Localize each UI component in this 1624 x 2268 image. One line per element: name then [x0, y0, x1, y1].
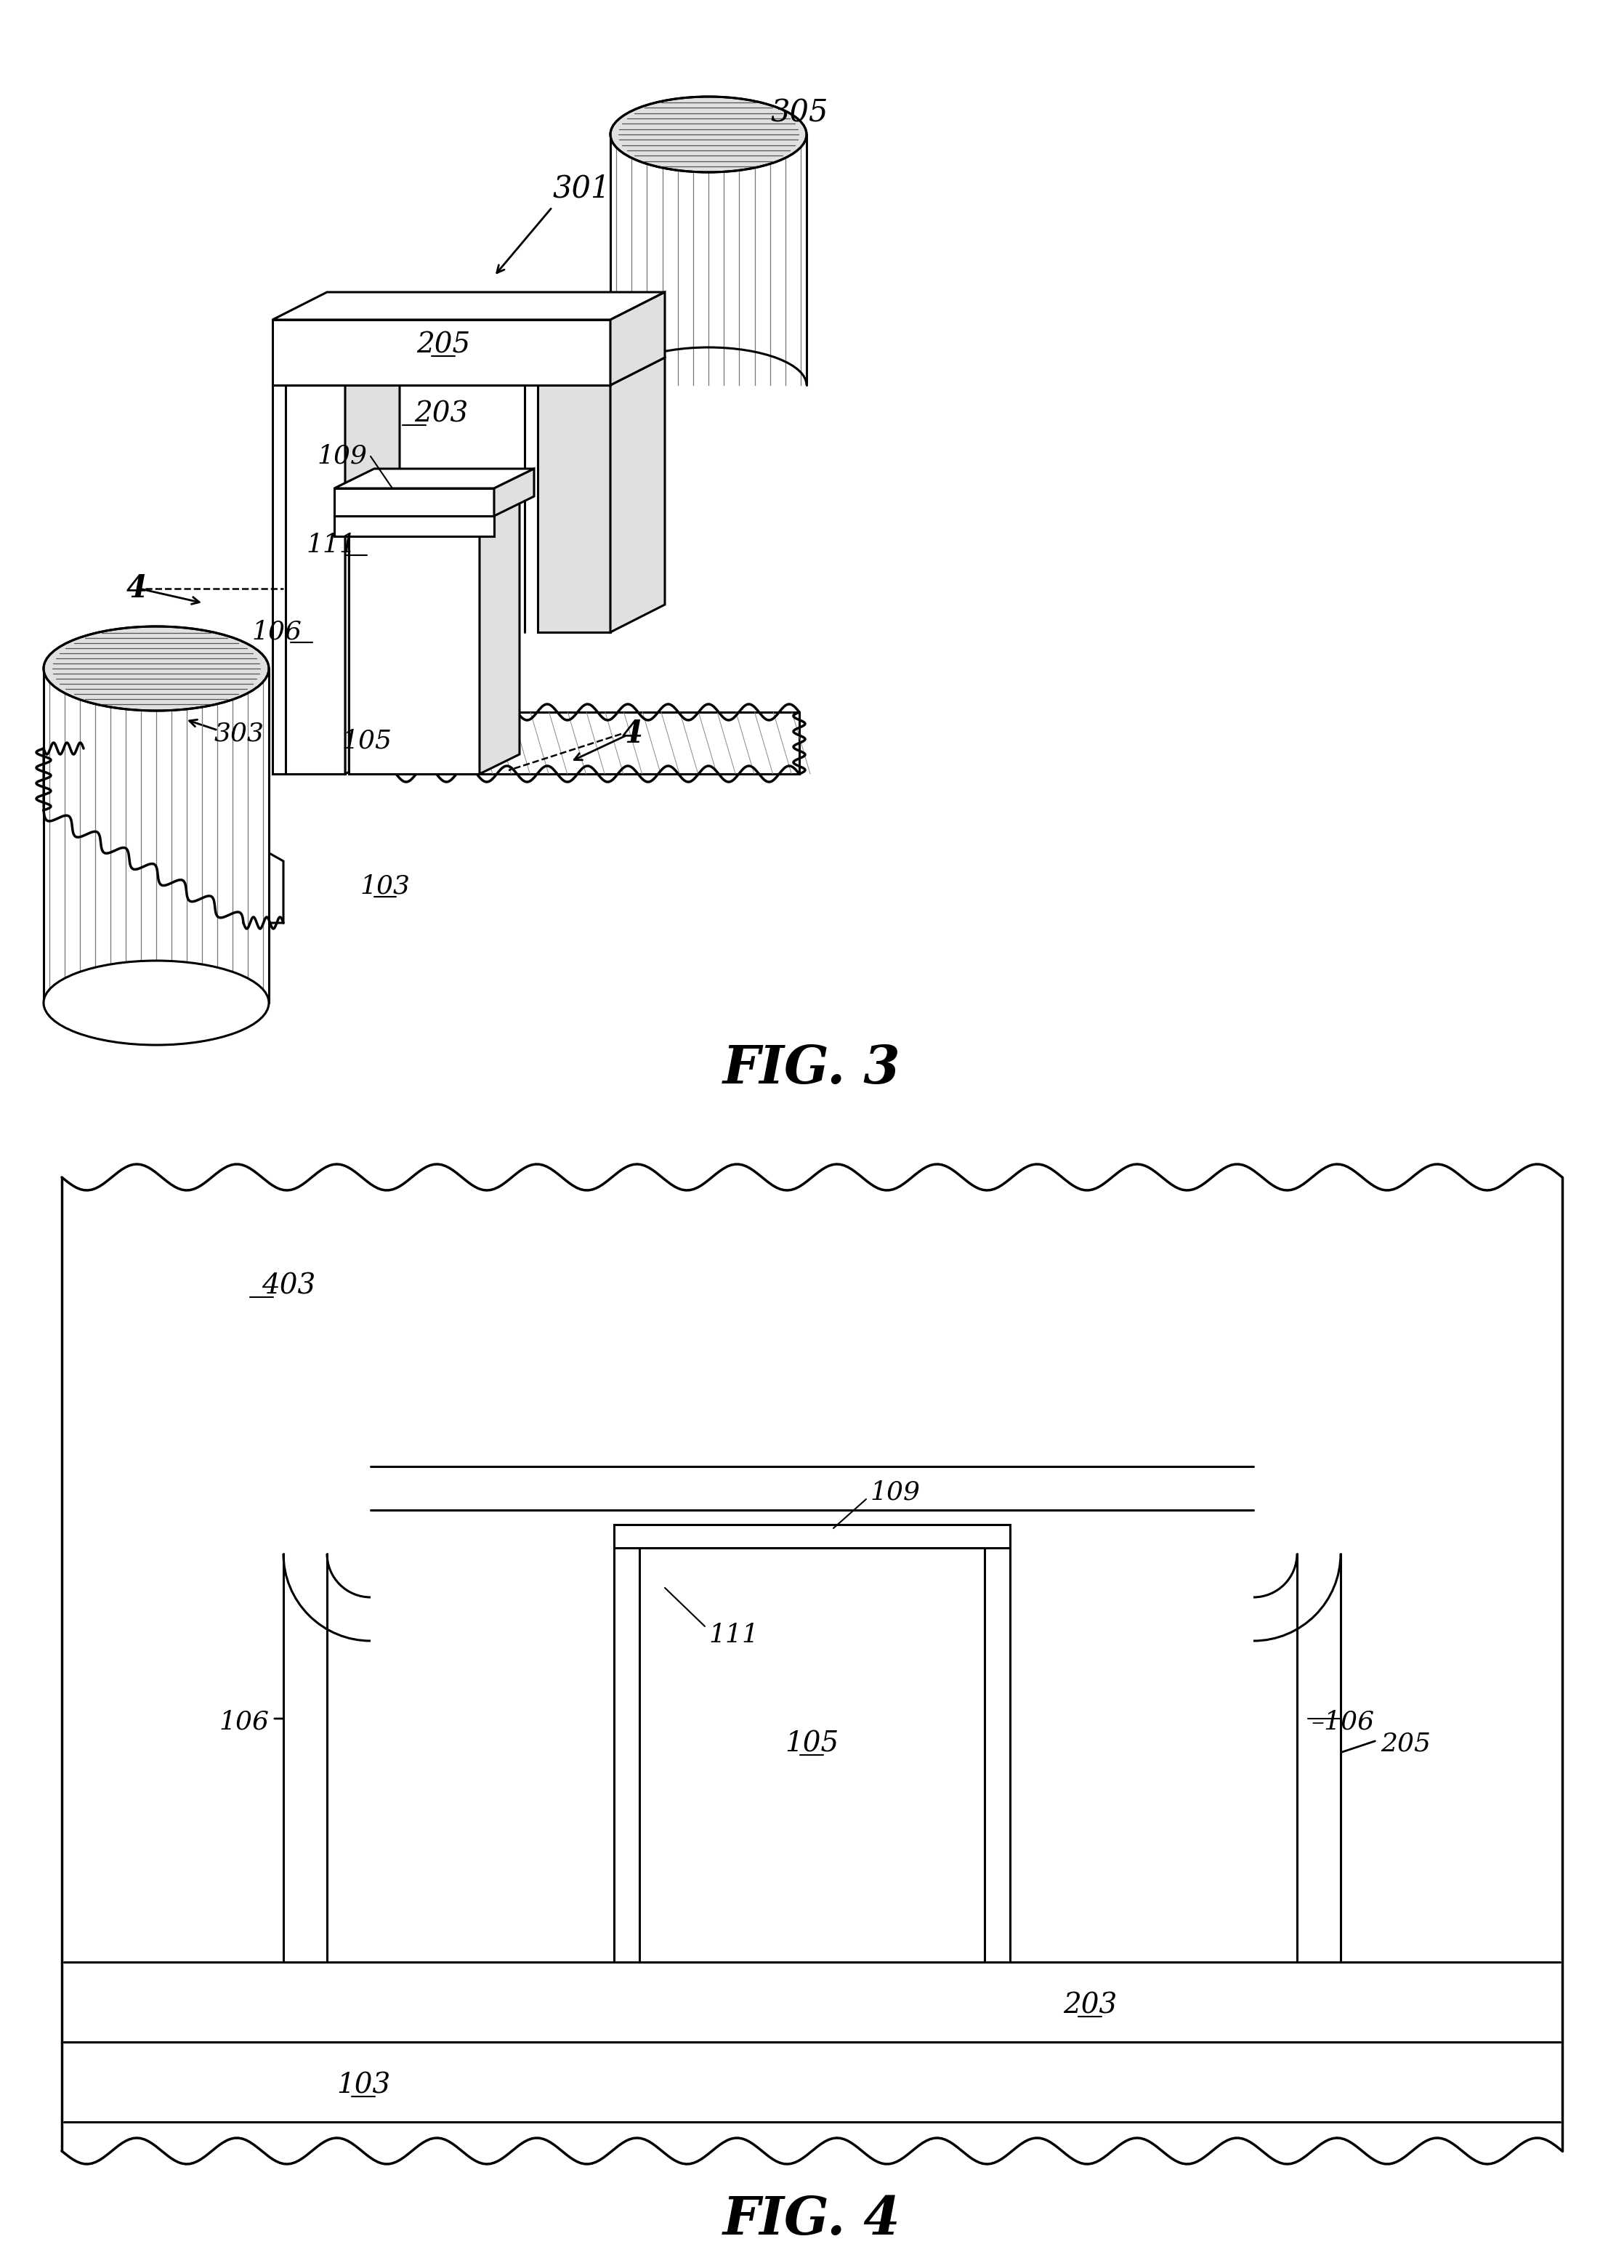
Text: 105: 105 — [784, 1730, 838, 1758]
Text: 109: 109 — [870, 1479, 919, 1504]
Text: 205: 205 — [1380, 1733, 1431, 1755]
Text: 106: 106 — [219, 1710, 270, 1735]
Polygon shape — [640, 1547, 984, 1962]
Polygon shape — [370, 1463, 1254, 1513]
Polygon shape — [349, 497, 520, 515]
Polygon shape — [538, 386, 611, 633]
Text: 109: 109 — [317, 445, 367, 469]
Text: 103: 103 — [336, 2073, 390, 2100]
Text: 105: 105 — [341, 728, 391, 753]
Polygon shape — [611, 134, 807, 386]
Polygon shape — [614, 1524, 1010, 1547]
Polygon shape — [335, 515, 494, 535]
Polygon shape — [1298, 1554, 1341, 1962]
Text: FIG. 3: FIG. 3 — [723, 1043, 901, 1093]
Text: 303: 303 — [214, 721, 265, 746]
Polygon shape — [44, 748, 283, 923]
Polygon shape — [44, 669, 270, 1002]
Text: 305: 305 — [770, 98, 828, 127]
Text: 205: 205 — [416, 331, 471, 358]
Text: 111: 111 — [708, 1622, 758, 1647]
Text: 301: 301 — [552, 175, 611, 204]
Polygon shape — [346, 358, 400, 773]
Text: 203: 203 — [1064, 1991, 1117, 2019]
Polygon shape — [479, 497, 520, 773]
Ellipse shape — [44, 962, 270, 1046]
Polygon shape — [335, 469, 534, 488]
Ellipse shape — [44, 626, 270, 710]
Polygon shape — [349, 515, 479, 773]
Text: 111: 111 — [305, 533, 356, 558]
Text: –106: –106 — [1312, 1710, 1376, 1735]
Text: 4: 4 — [622, 719, 643, 748]
Text: 106: 106 — [252, 619, 302, 644]
Polygon shape — [283, 1554, 326, 1962]
Polygon shape — [396, 712, 799, 773]
Polygon shape — [611, 358, 664, 633]
Ellipse shape — [611, 98, 807, 172]
Polygon shape — [273, 293, 664, 320]
Polygon shape — [273, 320, 611, 386]
Text: 103: 103 — [361, 873, 411, 898]
Text: 4: 4 — [127, 574, 148, 603]
Polygon shape — [611, 293, 664, 386]
Text: 403: 403 — [261, 1272, 315, 1300]
Text: FIG. 4: FIG. 4 — [723, 2193, 901, 2245]
Text: 203: 203 — [414, 401, 468, 429]
Polygon shape — [494, 469, 534, 515]
Polygon shape — [273, 386, 346, 773]
Polygon shape — [335, 488, 494, 515]
